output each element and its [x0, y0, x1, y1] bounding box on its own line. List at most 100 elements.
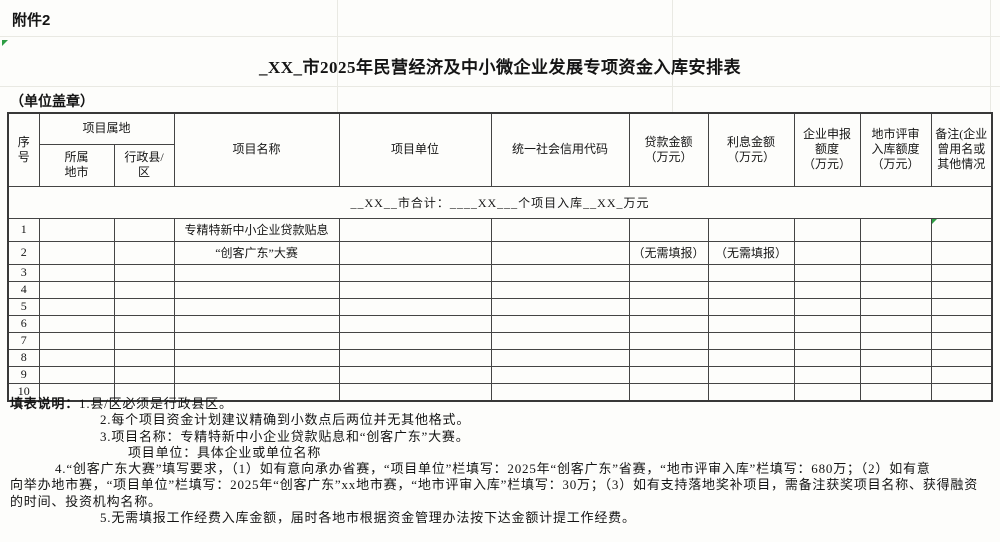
- cell-r7-city[interactable]: [38, 331, 115, 350]
- cell-r9-county[interactable]: [113, 365, 175, 384]
- cell-r8-enterprise-quota[interactable]: [793, 348, 861, 367]
- cell-r9-enterprise-quota[interactable]: [793, 365, 861, 384]
- cell-r2-loan-amount[interactable]: （无需填报）: [628, 240, 709, 265]
- cell-r4-county[interactable]: [113, 280, 175, 299]
- cell-r8-project-name[interactable]: [173, 348, 340, 367]
- cell-r3-loan-amount[interactable]: [628, 263, 709, 282]
- cell-r7-enterprise-quota[interactable]: [793, 331, 861, 350]
- cell-r5-project-name[interactable]: [173, 297, 340, 316]
- cell-r2-interest-amount[interactable]: （无需填报）: [707, 240, 795, 265]
- cell-r4-enterprise-quota[interactable]: [793, 280, 861, 299]
- cell-r4-project-unit[interactable]: [338, 280, 492, 299]
- cell-r1-enterprise-quota[interactable]: [793, 217, 861, 242]
- cell-r8-remarks[interactable]: [930, 348, 993, 367]
- cell-r7-remarks[interactable]: [930, 331, 993, 350]
- cell-r6-remarks[interactable]: [930, 314, 993, 333]
- cell-r9-remarks[interactable]: [930, 365, 993, 384]
- cell-r7-no[interactable]: 7: [7, 331, 40, 350]
- cell-r3-enterprise-quota[interactable]: [793, 263, 861, 282]
- cell-r3-city-review-quota[interactable]: [859, 263, 932, 282]
- cell-r9-credit-code[interactable]: [490, 365, 630, 384]
- cell-r1-project-unit[interactable]: [338, 217, 492, 242]
- cell-r6-loan-amount[interactable]: [628, 314, 709, 333]
- cell-r9-city[interactable]: [38, 365, 115, 384]
- cell-r8-interest-amount[interactable]: [707, 348, 795, 367]
- cell-r5-loan-amount[interactable]: [628, 297, 709, 316]
- cell-r4-project-name[interactable]: [173, 280, 340, 299]
- cell-r1-project-name[interactable]: 专精特新中小企业贷款贴息: [173, 217, 340, 242]
- cell-r9-city-review-quota[interactable]: [859, 365, 932, 384]
- summary-row[interactable]: __XX__市合计：____XX___个项目入库__XX_万元: [7, 185, 993, 219]
- cell-r6-credit-code[interactable]: [490, 314, 630, 333]
- cell-r2-remarks[interactable]: [930, 240, 993, 265]
- cell-r5-no[interactable]: 5: [7, 297, 40, 316]
- cell-r6-city-review-quota[interactable]: [859, 314, 932, 333]
- cell-r9-no[interactable]: 9: [7, 365, 40, 384]
- cell-r8-city[interactable]: [38, 348, 115, 367]
- cell-r1-remarks[interactable]: [930, 217, 993, 242]
- cell-r9-project-unit[interactable]: [338, 365, 492, 384]
- cell-r1-no[interactable]: 1: [7, 217, 40, 242]
- cell-r5-credit-code[interactable]: [490, 297, 630, 316]
- cell-r8-county[interactable]: [113, 348, 175, 367]
- cell-r3-city[interactable]: [38, 263, 115, 282]
- cell-r1-interest-amount[interactable]: [707, 217, 795, 242]
- cell-r3-remarks[interactable]: [930, 263, 993, 282]
- cell-r6-no[interactable]: 6: [7, 314, 40, 333]
- cell-r2-credit-code[interactable]: [490, 240, 630, 265]
- cell-r5-city-review-quota[interactable]: [859, 297, 932, 316]
- cell-r3-county[interactable]: [113, 263, 175, 282]
- cell-r7-county[interactable]: [113, 331, 175, 350]
- cell-r7-project-name[interactable]: [173, 331, 340, 350]
- cell-r3-no[interactable]: 3: [7, 263, 40, 282]
- cell-r2-project-unit[interactable]: [338, 240, 492, 265]
- cell-r2-city-review-quota[interactable]: [859, 240, 932, 265]
- cell-r2-project-name[interactable]: “创客广东”大赛: [173, 240, 340, 265]
- cell-r3-project-name[interactable]: [173, 263, 340, 282]
- cell-r8-credit-code[interactable]: [490, 348, 630, 367]
- cell-r4-city-review-quota[interactable]: [859, 280, 932, 299]
- cell-r5-remarks[interactable]: [930, 297, 993, 316]
- cell-r6-city[interactable]: [38, 314, 115, 333]
- cell-r6-project-unit[interactable]: [338, 314, 492, 333]
- cell-r7-credit-code[interactable]: [490, 331, 630, 350]
- cell-r3-credit-code[interactable]: [490, 263, 630, 282]
- cell-r4-loan-amount[interactable]: [628, 280, 709, 299]
- cell-r8-loan-amount[interactable]: [628, 348, 709, 367]
- cell-r8-no[interactable]: 8: [7, 348, 40, 367]
- cell-r4-credit-code[interactable]: [490, 280, 630, 299]
- cell-r5-county[interactable]: [113, 297, 175, 316]
- cell-r2-city[interactable]: [38, 240, 115, 265]
- cell-r2-no[interactable]: 2: [7, 240, 40, 265]
- cell-r3-project-unit[interactable]: [338, 263, 492, 282]
- cell-r4-city[interactable]: [38, 280, 115, 299]
- cell-r5-enterprise-quota[interactable]: [793, 297, 861, 316]
- cell-r6-enterprise-quota[interactable]: [793, 314, 861, 333]
- cell-r8-project-unit[interactable]: [338, 348, 492, 367]
- cell-r5-city[interactable]: [38, 297, 115, 316]
- cell-r6-project-name[interactable]: [173, 314, 340, 333]
- cell-r2-enterprise-quota[interactable]: [793, 240, 861, 265]
- cell-r10-county[interactable]: [113, 382, 175, 401]
- cell-r9-project-name[interactable]: [173, 365, 340, 384]
- cell-r1-city[interactable]: [38, 217, 115, 242]
- cell-r8-city-review-quota[interactable]: [859, 348, 932, 367]
- cell-r10-remarks[interactable]: [930, 382, 993, 401]
- cell-r7-loan-amount[interactable]: [628, 331, 709, 350]
- cell-r6-county[interactable]: [113, 314, 175, 333]
- cell-r7-city-review-quota[interactable]: [859, 331, 932, 350]
- cell-r1-loan-amount[interactable]: [628, 217, 709, 242]
- cell-r9-loan-amount[interactable]: [628, 365, 709, 384]
- cell-r2-county[interactable]: [113, 240, 175, 265]
- cell-r4-remarks[interactable]: [930, 280, 993, 299]
- cell-r3-interest-amount[interactable]: [707, 263, 795, 282]
- cell-r10-no[interactable]: 10: [7, 382, 40, 401]
- cell-r4-interest-amount[interactable]: [707, 280, 795, 299]
- cell-r6-interest-amount[interactable]: [707, 314, 795, 333]
- cell-r5-interest-amount[interactable]: [707, 297, 795, 316]
- cell-r7-project-unit[interactable]: [338, 331, 492, 350]
- cell-r4-no[interactable]: 4: [7, 280, 40, 299]
- cell-r9-interest-amount[interactable]: [707, 365, 795, 384]
- cell-r7-interest-amount[interactable]: [707, 331, 795, 350]
- cell-r1-city-review-quota[interactable]: [859, 217, 932, 242]
